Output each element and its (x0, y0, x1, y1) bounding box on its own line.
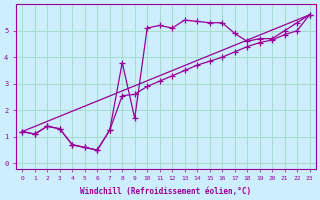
X-axis label: Windchill (Refroidissement éolien,°C): Windchill (Refroidissement éolien,°C) (80, 187, 252, 196)
